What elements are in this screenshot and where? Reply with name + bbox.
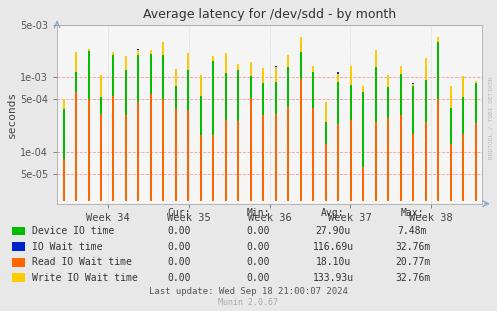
Text: Max:: Max: — [401, 208, 424, 218]
Text: Device IO time: Device IO time — [32, 226, 114, 236]
Text: 27.90u: 27.90u — [316, 226, 350, 236]
Text: 116.69u: 116.69u — [313, 242, 353, 252]
Text: 0.00: 0.00 — [167, 273, 191, 283]
Text: 20.77m: 20.77m — [395, 257, 430, 267]
Text: 0.00: 0.00 — [247, 226, 270, 236]
Text: Munin 2.0.67: Munin 2.0.67 — [219, 298, 278, 307]
Text: 0.00: 0.00 — [167, 242, 191, 252]
Text: Write IO Wait time: Write IO Wait time — [32, 273, 138, 283]
Text: 32.76m: 32.76m — [395, 242, 430, 252]
Title: Average latency for /dev/sdd - by month: Average latency for /dev/sdd - by month — [143, 8, 396, 21]
Y-axis label: seconds: seconds — [7, 91, 17, 138]
Text: 0.00: 0.00 — [167, 226, 191, 236]
Text: Min:: Min: — [247, 208, 270, 218]
Text: 18.10u: 18.10u — [316, 257, 350, 267]
Text: Read IO Wait time: Read IO Wait time — [32, 257, 132, 267]
Text: Cur:: Cur: — [167, 208, 191, 218]
Text: 32.76m: 32.76m — [395, 273, 430, 283]
Text: 133.93u: 133.93u — [313, 273, 353, 283]
Text: IO Wait time: IO Wait time — [32, 242, 103, 252]
Text: RRDTOOL / TOBI OETIKER: RRDTOOL / TOBI OETIKER — [489, 77, 494, 160]
Text: 7.48m: 7.48m — [398, 226, 427, 236]
Text: 0.00: 0.00 — [247, 273, 270, 283]
Text: Avg:: Avg: — [321, 208, 345, 218]
Text: 0.00: 0.00 — [247, 242, 270, 252]
Text: 0.00: 0.00 — [247, 257, 270, 267]
Text: 0.00: 0.00 — [167, 257, 191, 267]
Text: Last update: Wed Sep 18 21:00:07 2024: Last update: Wed Sep 18 21:00:07 2024 — [149, 287, 348, 296]
